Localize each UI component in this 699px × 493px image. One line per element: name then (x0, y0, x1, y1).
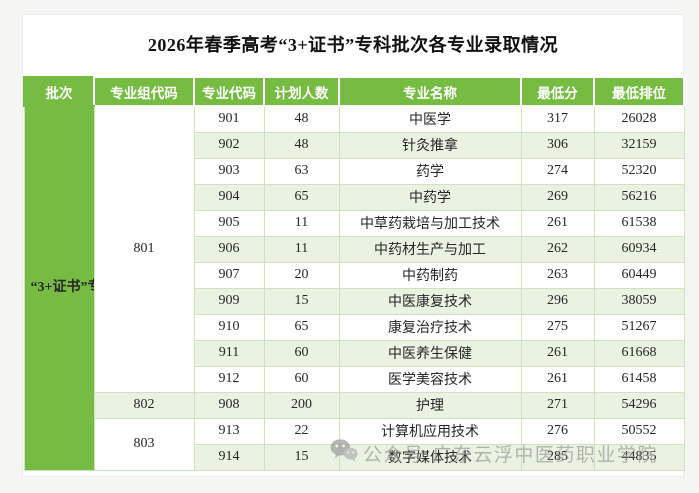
major-code-cell: 906 (193, 235, 265, 263)
major-code-cell: 907 (193, 261, 265, 289)
major-name-cell: 数字媒体技术 (338, 443, 522, 471)
major-name-cell: 计算机应用技术 (338, 417, 522, 445)
min-score-cell: 263 (520, 261, 595, 289)
plan-count-cell: 48 (263, 131, 340, 159)
min-score-cell: 317 (520, 105, 595, 133)
plan-count-cell: 65 (263, 313, 340, 341)
col-header-plan-count: 计划人数 (263, 76, 340, 107)
plan-count-cell: 65 (263, 183, 340, 211)
min-rank-cell: 26028 (593, 105, 685, 133)
batch-cell: “3+证书”专科批次 (23, 105, 95, 471)
min-rank-cell: 56216 (593, 183, 685, 211)
min-score-cell: 285 (520, 443, 595, 471)
header-row: 批次 专业组代码 专业代码 计划人数 专业名称 最低分 最低排位 (23, 76, 685, 107)
table-row: 904 65 中药学 269 56216 (24, 183, 685, 211)
major-name-cell: 中药制药 (338, 261, 522, 289)
major-name-cell: 中医康复技术 (338, 287, 522, 315)
min-rank-cell: 61668 (593, 339, 685, 367)
major-code-cell: 909 (193, 287, 265, 315)
col-header-major-code: 专业代码 (193, 76, 265, 107)
min-score-cell: 261 (520, 209, 595, 237)
major-code-cell: 914 (193, 443, 265, 471)
plan-count-cell: 15 (263, 443, 340, 471)
major-code-cell: 905 (193, 209, 265, 237)
group-code-cell: 803 (93, 417, 195, 471)
group-code-cell: 801 (93, 105, 195, 393)
table-row: 909 15 中医康复技术 296 38059 (24, 287, 685, 315)
major-code-cell: 912 (193, 365, 265, 393)
plan-count-cell: 60 (263, 365, 340, 393)
table-row: 910 65 康复治疗技术 275 51267 (24, 313, 685, 341)
min-score-cell: 274 (520, 157, 595, 185)
major-code-cell: 903 (193, 157, 265, 185)
min-rank-cell: 61538 (593, 209, 685, 237)
min-rank-cell: 54296 (593, 391, 685, 419)
table-row: 914 15 数字媒体技术 285 44835 (24, 443, 685, 471)
col-header-min-rank: 最低排位 (593, 76, 685, 107)
min-rank-cell: 38059 (593, 287, 685, 315)
min-score-cell: 262 (520, 235, 595, 263)
min-rank-cell: 50552 (593, 417, 685, 445)
major-name-cell: 中草药栽培与加工技术 (338, 209, 522, 237)
min-rank-cell: 60449 (593, 261, 685, 289)
min-rank-cell: 60934 (593, 235, 685, 263)
min-score-cell: 306 (520, 131, 595, 159)
major-name-cell: 护理 (338, 391, 522, 419)
col-header-min-score: 最低分 (520, 76, 595, 107)
major-code-cell: 904 (193, 183, 265, 211)
table-row: 905 11 中草药栽培与加工技术 261 61538 (24, 209, 685, 237)
min-score-cell: 269 (520, 183, 595, 211)
min-score-cell: 271 (520, 391, 595, 419)
plan-count-cell: 22 (263, 417, 340, 445)
table-row: “3+证书”专科批次 801 901 48 中医学 317 26028 (23, 105, 685, 471)
plan-count-cell: 200 (263, 391, 340, 419)
min-score-cell: 296 (520, 287, 595, 315)
min-score-cell: 261 (520, 365, 595, 393)
table-row: 802 908 200 护理 271 54296 (24, 391, 685, 419)
min-rank-cell: 51267 (593, 313, 685, 341)
plan-count-cell: 60 (263, 339, 340, 367)
major-name-cell: 中药材生产与加工 (338, 235, 522, 263)
major-name-cell: 药学 (338, 157, 522, 185)
min-rank-cell: 61458 (593, 365, 685, 393)
col-header-group-code: 专业组代码 (93, 76, 195, 107)
major-code-cell: 901 (193, 105, 265, 133)
content-card: 2026年春季高考“3+证书”专科批次各专业录取情况 批次 专业组代码 专业代码… (22, 14, 685, 477)
plan-count-cell: 11 (263, 235, 340, 263)
major-code-cell: 913 (193, 417, 265, 445)
min-score-cell: 276 (520, 417, 595, 445)
table-row: 912 60 医学美容技术 261 61458 (24, 365, 685, 393)
major-code-cell: 910 (193, 313, 265, 341)
table-row: 902 48 针灸推拿 306 32159 (24, 131, 685, 159)
major-name-cell: 针灸推拿 (338, 131, 522, 159)
page-title: 2026年春季高考“3+证书”专科批次各专业录取情况 (147, 35, 559, 55)
min-rank-cell: 52320 (593, 157, 685, 185)
major-code-cell: 908 (193, 391, 265, 419)
col-header-major-name: 专业名称 (338, 76, 522, 107)
min-rank-cell: 32159 (593, 131, 685, 159)
table-row: 906 11 中药材生产与加工 262 60934 (24, 235, 685, 263)
table-row: 903 63 药学 274 52320 (24, 157, 685, 185)
plan-count-cell: 11 (263, 209, 340, 237)
plan-count-cell: 15 (263, 287, 340, 315)
major-name-cell: 中药学 (338, 183, 522, 211)
major-name-cell: 康复治疗技术 (338, 313, 522, 341)
min-score-cell: 275 (520, 313, 595, 341)
col-header-batch: 批次 (23, 76, 95, 107)
plan-count-cell: 20 (263, 261, 340, 289)
admissions-table: 批次 专业组代码 专业代码 计划人数 专业名称 最低分 最低排位 “3+证书”专… (23, 76, 685, 471)
major-name-cell: 中医学 (338, 105, 522, 133)
plan-count-cell: 63 (263, 157, 340, 185)
group-code-cell: 802 (93, 391, 195, 419)
plan-count-cell: 48 (263, 105, 340, 133)
major-code-cell: 911 (193, 339, 265, 367)
min-rank-cell: 44835 (593, 443, 685, 471)
table-row: 803 913 22 计算机应用技术 276 50552 (24, 417, 685, 471)
major-code-cell: 902 (193, 131, 265, 159)
major-name-cell: 中医养生保健 (338, 339, 522, 367)
min-score-cell: 261 (520, 339, 595, 367)
major-name-cell: 医学美容技术 (338, 365, 522, 393)
